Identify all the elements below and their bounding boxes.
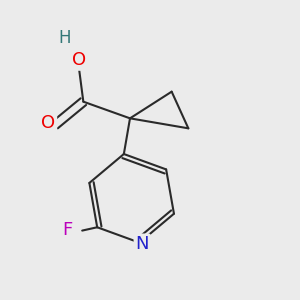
Text: O: O [72, 51, 86, 69]
Text: N: N [135, 235, 149, 253]
Text: O: O [41, 114, 56, 132]
Text: H: H [59, 29, 71, 47]
Text: F: F [62, 221, 72, 239]
